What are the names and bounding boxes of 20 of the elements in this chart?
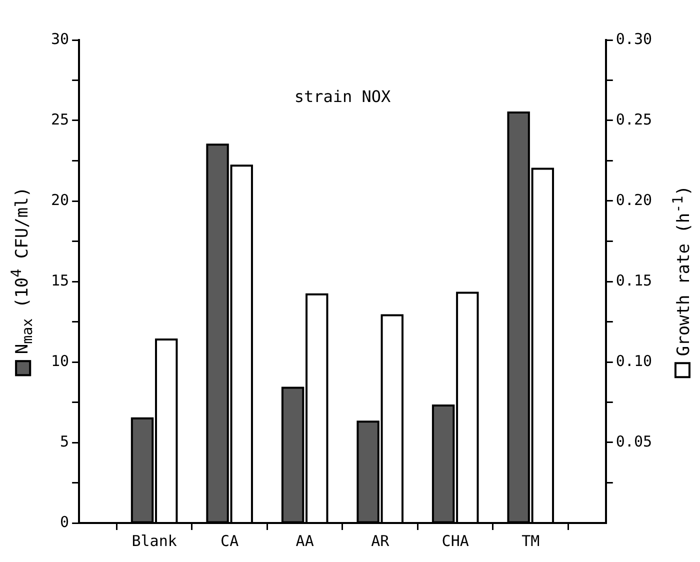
y2-tick-label: 0.20 — [616, 190, 652, 209]
x-tick-label: CA — [220, 532, 239, 550]
y-tick-label: 25 — [51, 110, 70, 128]
x-tick-label: TM — [522, 532, 540, 550]
x-tick-label: AA — [296, 532, 314, 550]
y2-tick-label: 0.25 — [616, 110, 652, 128]
y2-tick-label: 0.05 — [616, 432, 652, 450]
y-tick-label: 30 — [51, 30, 70, 48]
y-tick-label: 5 — [60, 432, 70, 450]
y-tick-label: 10 — [51, 352, 70, 370]
x-tick-label: AR — [371, 532, 390, 550]
annotation: strain NOX — [294, 87, 391, 106]
x-tick-label: CHA — [442, 532, 469, 550]
y2-tick-label: 0.15 — [616, 271, 652, 290]
y2-tick-label: 0.10 — [616, 352, 652, 370]
y-tick-label: 15 — [51, 271, 70, 290]
y-tick-label: 20 — [51, 190, 70, 209]
y-tick-label: 0 — [60, 512, 70, 531]
x-tick-label: Blank — [132, 532, 177, 550]
y2-tick-label: 0.30 — [616, 30, 652, 48]
